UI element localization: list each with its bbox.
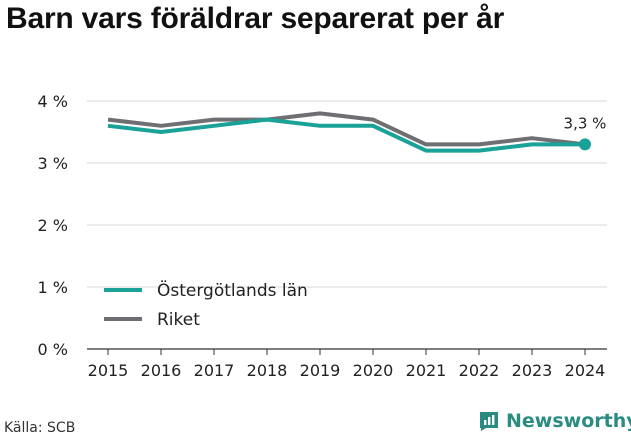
y-tick-label: 2 %: [38, 216, 68, 235]
grid-lines: [87, 100, 607, 350]
x-tick-label: 2015: [88, 361, 129, 380]
annotations: 3,3 %: [564, 114, 607, 151]
end-point-marker: [579, 138, 591, 151]
data-label: 3,3 %: [564, 114, 607, 132]
y-tick-label: 0 %: [38, 340, 68, 359]
y-tick-label: 4 %: [38, 92, 68, 111]
x-tick-label: 2019: [300, 361, 341, 380]
brand-logo: Newsworthy: [478, 410, 631, 432]
legend: Östergötlands län Riket: [104, 279, 308, 330]
series-lines: [107, 111, 586, 153]
y-axis-ticks: 0 % 1 % 2 % 3 % 4 %: [38, 92, 68, 359]
x-tick-label: 2016: [141, 361, 182, 380]
chart-title: Barn vars föräldrar separerat per år: [6, 2, 505, 35]
source-note: Källa: SCB: [4, 420, 76, 436]
x-tick-label: 2024: [565, 361, 606, 380]
x-tick-label: 2017: [194, 361, 235, 380]
x-tick-label: 2021: [406, 361, 447, 380]
legend-label: Östergötlands län: [157, 279, 308, 301]
legend-label: Riket: [157, 310, 200, 330]
y-tick-label: 3 %: [38, 154, 68, 173]
x-axis-ticks: 2015 2016 2017 2018 2019 2020 2021 2022 2023 2024: [88, 349, 606, 380]
newsworthy-logo-icon: [480, 412, 498, 431]
series-line: [107, 117, 585, 153]
x-tick-label: 2020: [353, 361, 394, 380]
x-tick-label: 2022: [459, 361, 500, 380]
x-tick-label: 2023: [512, 361, 553, 380]
x-tick-label: 2018: [247, 361, 288, 380]
brand-name: Newsworthy: [506, 410, 631, 432]
series-line: [107, 111, 586, 147]
y-tick-label: 1 %: [38, 278, 68, 297]
